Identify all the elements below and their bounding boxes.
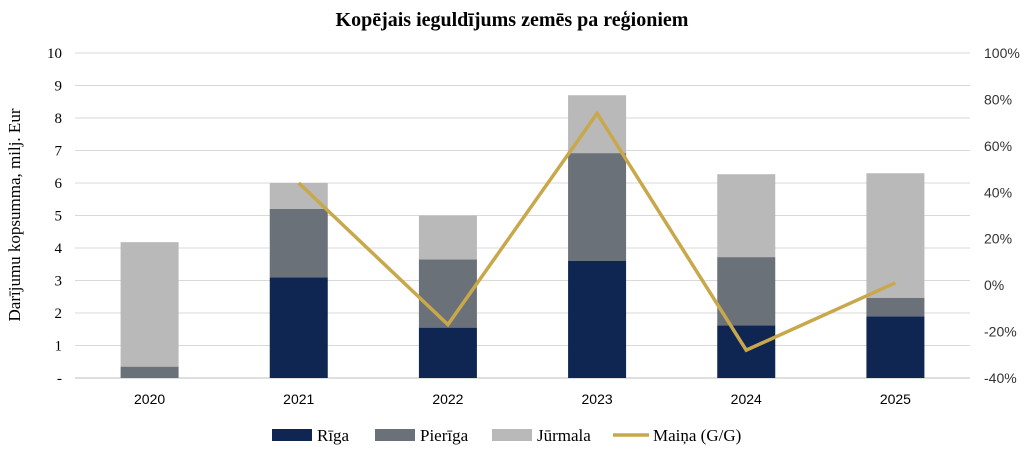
bar-segment xyxy=(120,242,179,367)
y2-tick-label: -20% xyxy=(984,324,1017,340)
bar-segment xyxy=(866,316,925,378)
y2-tick-label: 40% xyxy=(984,184,1012,200)
y2-tick-label: 0% xyxy=(984,277,1004,293)
y-tick-label: 10 xyxy=(47,46,62,62)
y-tick-label: 6 xyxy=(55,176,63,192)
y2-tick-label: 20% xyxy=(984,231,1012,247)
legend-swatch xyxy=(492,429,532,441)
y2-tick-label: -40% xyxy=(984,370,1017,386)
line-series xyxy=(297,110,897,353)
y-tick-label: 7 xyxy=(55,144,63,160)
bar-segment xyxy=(717,174,776,258)
y-axis-ticks: - 1 2 3 4 5 6 7 8 9 10 xyxy=(47,46,63,387)
y2-tick-label: 60% xyxy=(984,138,1012,154)
legend-label: Jūrmala xyxy=(537,426,591,445)
y-tick-label: 2 xyxy=(55,306,63,322)
y-axis-label: Darījumu kopsumma, milj. Eur xyxy=(5,108,24,321)
chart-title: Kopējais ieguldījums zemēs pa reģioniem xyxy=(336,9,689,31)
bar-segment xyxy=(418,259,477,328)
y-tick-label: 3 xyxy=(55,274,63,290)
x-tick-label: 2021 xyxy=(283,391,314,407)
bar-segment xyxy=(866,297,925,317)
x-tick-label: 2024 xyxy=(731,391,762,407)
y-tick-label: 9 xyxy=(55,79,63,95)
x-axis-ticks: 2020 2021 2022 2023 2024 2025 xyxy=(134,391,911,407)
x-tick-label: 2025 xyxy=(880,391,911,407)
legend-swatch xyxy=(375,429,415,441)
y2-tick-label: 100% xyxy=(984,45,1020,61)
y-tick-label: 4 xyxy=(55,241,63,257)
bar-segment xyxy=(269,183,328,209)
x-tick-label: 2020 xyxy=(134,391,165,407)
legend-label: Pierīga xyxy=(420,426,469,445)
bar-segment xyxy=(120,366,179,378)
bar-segment xyxy=(568,153,627,261)
y-tick-label: 5 xyxy=(55,209,63,225)
gridlines xyxy=(75,52,970,379)
y2-axis-ticks: -40% -20% 0% 20% 40% 60% 80% 100% xyxy=(984,45,1020,386)
bar-segment xyxy=(269,209,328,278)
bar-segment xyxy=(568,261,627,378)
legend-swatch xyxy=(272,429,312,441)
bar-segment xyxy=(269,277,328,378)
line-series-path xyxy=(297,110,897,353)
y-tick-label: 8 xyxy=(55,111,63,127)
x-tick-label: 2022 xyxy=(432,391,463,407)
legend: Rīga Pierīga Jūrmala Maiņa (G/G) xyxy=(272,426,741,445)
legend-label: Rīga xyxy=(317,426,350,445)
bars xyxy=(120,95,925,378)
bar-segment xyxy=(418,327,477,378)
bar-segment xyxy=(866,173,925,298)
bar-segment xyxy=(717,257,776,326)
y-tick-label: 1 xyxy=(55,339,63,355)
y-tick-label: - xyxy=(57,371,62,387)
bar-segment xyxy=(418,215,477,260)
legend-label: Maiņa (G/G) xyxy=(653,426,741,445)
y2-tick-label: 80% xyxy=(984,91,1012,107)
x-tick-label: 2023 xyxy=(582,391,613,407)
